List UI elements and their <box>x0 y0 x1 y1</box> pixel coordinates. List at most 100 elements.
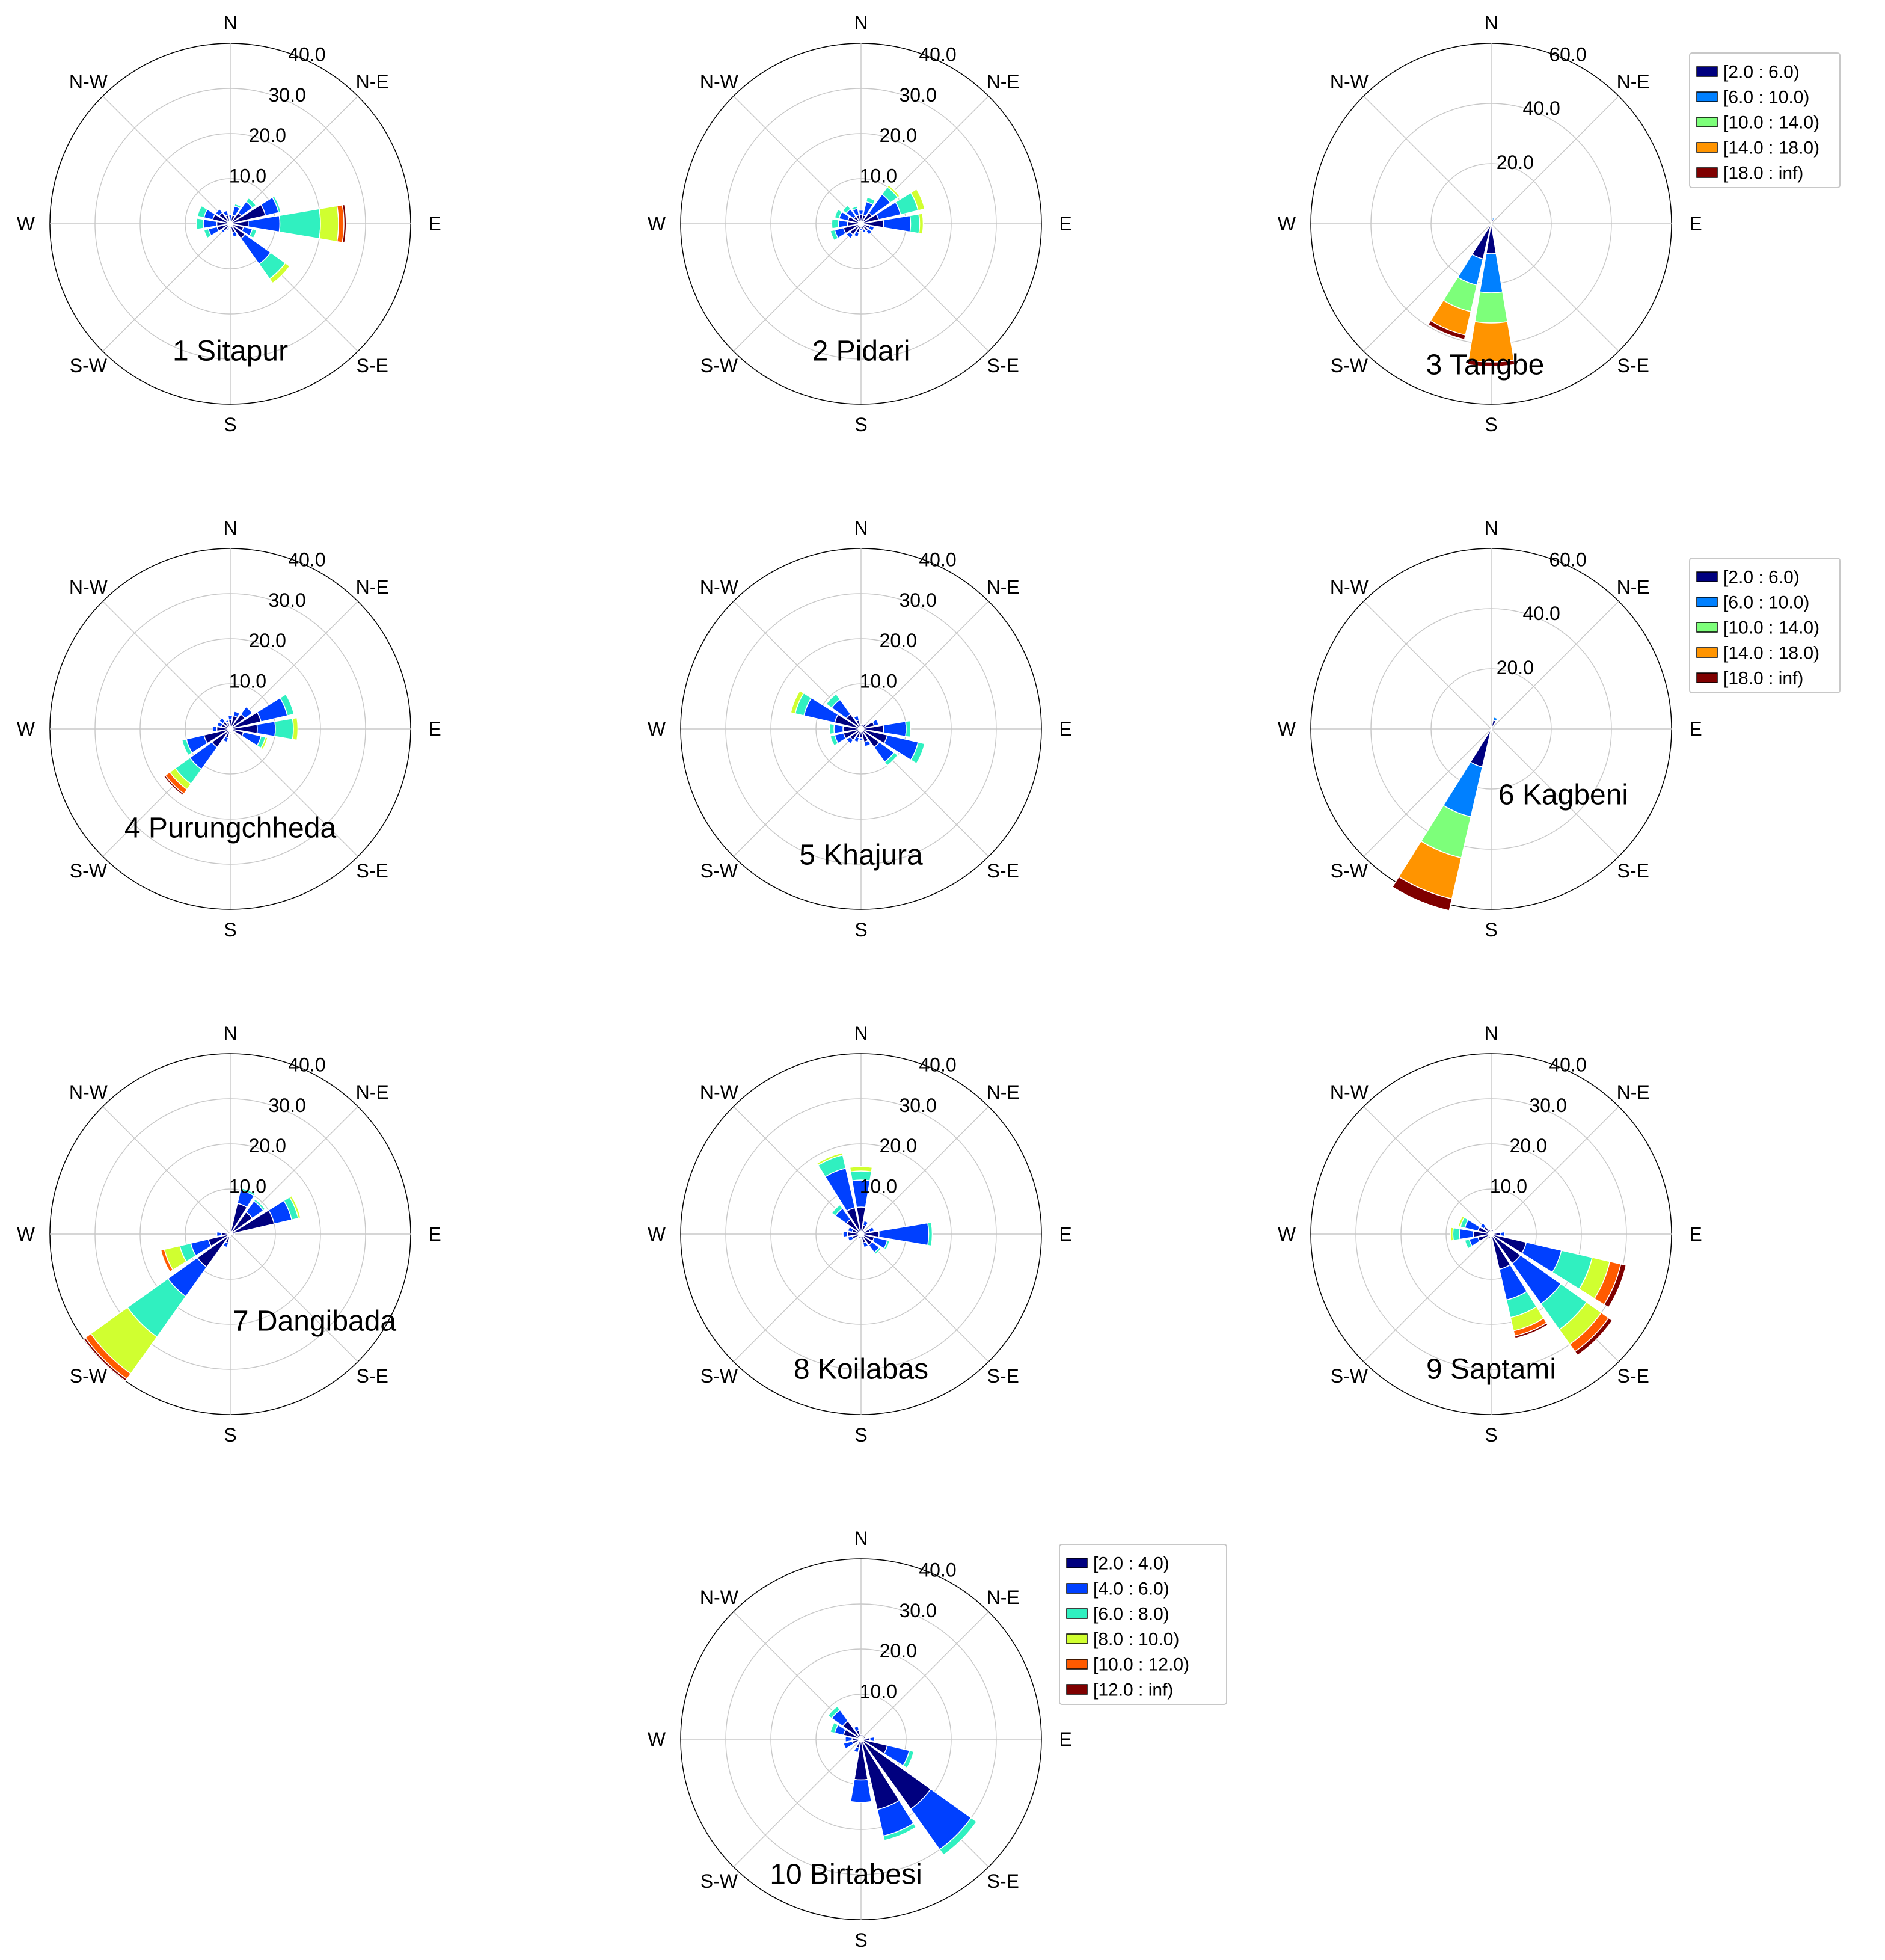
grid-spoke <box>1491 223 1619 352</box>
legend-swatch <box>1696 647 1718 658</box>
windrose-chart-6: N N-E E S-E S S-W W N-W 20.0 40.0 60.0 6 Kagbeni <box>1278 517 1702 941</box>
grid-spoke <box>1363 1106 1492 1235</box>
windrose-chart-7: N N-E E S-E S S-W W N-W 10.0 20.0 30.0 40.0 7 Dangib… <box>17 1022 441 1446</box>
petal-segment <box>842 1230 848 1238</box>
petal-segment <box>829 723 835 735</box>
petal-segment <box>910 742 925 764</box>
radius-tick-label: 10.0 <box>229 165 266 187</box>
direction-label: S <box>224 919 236 941</box>
petal-segment <box>256 720 276 737</box>
legend-label: [4.0 : 6.0) <box>1093 1579 1169 1599</box>
petal-segment <box>847 1226 854 1233</box>
direction-label: S-E <box>1617 355 1649 376</box>
legend-label: [10.0 : 12.0) <box>1093 1655 1189 1675</box>
radius-tick-label: 20.0 <box>880 1135 917 1157</box>
direction-label: N-E <box>1617 71 1650 93</box>
radius-tick-label: 40.0 <box>919 1559 956 1581</box>
grid-spoke <box>733 1233 862 1362</box>
radius-tick-label: 60.0 <box>1549 548 1586 570</box>
radius-tick-label: 40.0 <box>288 548 325 570</box>
direction-label: N-E <box>356 576 389 598</box>
legend-label: [6.0 : 10.0) <box>1723 593 1809 613</box>
station-title: 4 Purungchheda <box>124 813 337 844</box>
direction-label: E <box>428 213 441 235</box>
direction-label: E <box>1689 1223 1702 1245</box>
legend-kagbeni: [2.0 : 6.0) [6.0 : 10.0) [10.0 : 14.0) [14.… <box>1689 558 1841 693</box>
radius-tick-label: 20.0 <box>880 1640 917 1662</box>
direction-label: S-E <box>357 860 388 882</box>
legend-swatch <box>1066 1608 1088 1619</box>
direction-label: S-E <box>1617 1365 1649 1387</box>
petal-segment <box>842 204 851 214</box>
radius-tick-label: 30.0 <box>268 84 305 106</box>
petal-segment <box>216 721 224 728</box>
direction-label: N-W <box>69 576 108 598</box>
direction-label: N <box>854 1022 868 1044</box>
grid-spoke <box>860 601 989 730</box>
direction-label: N-W <box>1330 1081 1369 1103</box>
direction-label: N-E <box>1617 576 1650 598</box>
petal-segment <box>872 719 880 727</box>
petal-segment <box>203 228 212 239</box>
petal-segment <box>886 184 901 198</box>
direction-label: W <box>648 718 666 740</box>
direction-label: S <box>224 1424 236 1446</box>
radius-tick-label: 10.0 <box>229 671 266 692</box>
petal-segment <box>1427 320 1467 340</box>
radius-tick-label: 40.0 <box>919 1054 956 1075</box>
petal-segment <box>271 195 281 214</box>
petal-segment <box>827 1706 841 1719</box>
petal-segment <box>838 219 848 229</box>
radius-tick-label: 10.0 <box>860 1681 897 1703</box>
petal-segment <box>858 209 864 216</box>
petal-segment <box>1488 1233 1492 1240</box>
petal-segment <box>816 1152 844 1166</box>
radius-tick-label: 20.0 <box>249 630 286 651</box>
radius-tick-label: 30.0 <box>899 589 936 611</box>
windrose-chart-5: N N-E E S-E S S-W W N-W 10.0 20.0 30.0 40.0 5 Khajur… <box>648 517 1072 941</box>
petal-segment <box>1488 728 1492 733</box>
direction-label: S <box>1485 414 1497 435</box>
direction-label: N <box>1484 12 1498 34</box>
legend-swatch <box>1696 672 1718 683</box>
direction-label: S-W <box>70 355 108 376</box>
direction-label: N <box>1484 517 1498 539</box>
radius-tick-label: 20.0 <box>1497 152 1534 173</box>
petal-segment <box>831 218 839 229</box>
petal-segment <box>902 1750 915 1769</box>
direction-label: S-E <box>987 355 1019 376</box>
radius-tick-label: 30.0 <box>268 589 305 611</box>
direction-label: W <box>17 213 35 235</box>
petal-segment <box>834 209 843 220</box>
direction-label: N <box>223 12 237 34</box>
legend-swatch <box>1696 117 1718 127</box>
petal-segment <box>865 197 876 206</box>
station-title: 2 Pidari <box>812 336 910 367</box>
petal-segment <box>939 1817 978 1856</box>
radius-tick-label: 10.0 <box>1490 1176 1527 1197</box>
direction-label: S-W <box>70 1365 108 1387</box>
grid-spoke <box>1491 1106 1619 1235</box>
direction-label: S-E <box>1617 860 1649 882</box>
petal-segment <box>260 736 269 750</box>
direction-label: N-E <box>1617 1081 1650 1103</box>
radius-tick-label: 40.0 <box>288 43 325 65</box>
legend-label: [12.0 : inf) <box>1093 1680 1173 1700</box>
direction-label: S-W <box>700 1365 738 1387</box>
grid-spoke <box>102 601 231 730</box>
legend-tangbe: [2.0 : 6.0) [6.0 : 10.0) [10.0 : 14.0) [14.… <box>1689 52 1841 188</box>
petal-segment <box>1391 876 1453 911</box>
legend-label: [6.0 : 10.0) <box>1723 88 1809 108</box>
petal-segment <box>196 217 204 230</box>
petal-segment <box>230 1232 236 1236</box>
petal-segment <box>863 740 871 748</box>
direction-label: W <box>648 1223 666 1245</box>
direction-label: S <box>224 414 236 435</box>
direction-label: W <box>1278 1223 1296 1245</box>
petal-segment <box>342 204 347 244</box>
direction-label: S-W <box>1331 1365 1369 1387</box>
petal-segment <box>289 1195 301 1219</box>
radius-tick-label: 10.0 <box>860 165 897 187</box>
petal-segment <box>883 720 907 737</box>
